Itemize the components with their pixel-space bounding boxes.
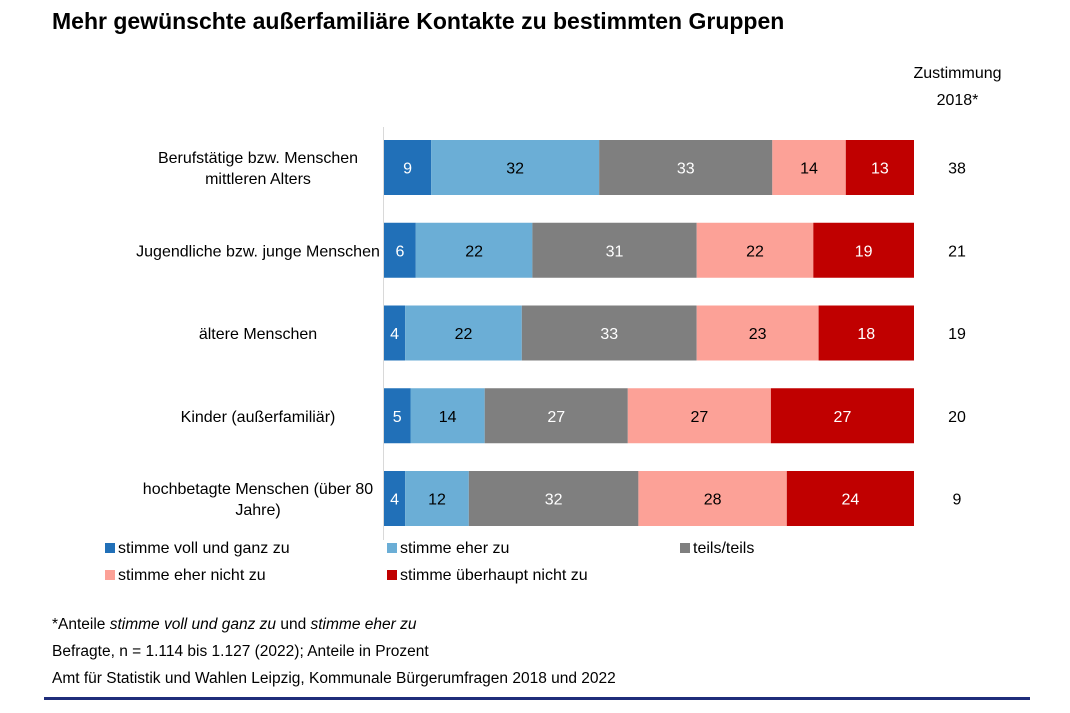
bar-segment (696, 305, 819, 361)
side-column-value: 19 (948, 326, 966, 343)
footnote-text: und (276, 616, 311, 633)
bar-segment (415, 222, 533, 278)
footnote-text: *Anteile (52, 616, 110, 633)
data-label: 22 (465, 243, 483, 260)
legend-swatch (680, 543, 690, 553)
side-column-header: Zustimmung 2018* (900, 60, 1015, 114)
data-label: 4 (390, 326, 399, 343)
bar-segment (638, 471, 787, 526)
bar-segment (696, 222, 814, 278)
data-label: 24 (842, 492, 860, 509)
data-label: 32 (506, 161, 524, 178)
side-column-value: 38 (948, 161, 966, 178)
legend-label: stimme voll und ganz zu (118, 540, 290, 557)
bar-segment (405, 305, 522, 361)
data-label: 31 (606, 243, 624, 260)
data-label: 13 (871, 161, 889, 178)
data-label: 9 (403, 161, 412, 178)
category-label: Kinder (außerfamiliär) (181, 409, 336, 426)
bar-segment (627, 388, 771, 444)
chart-title: Mehr gewünschte außerfamiliäre Kontakte … (52, 8, 785, 34)
bar-segment (818, 305, 914, 361)
bar-segment (599, 140, 773, 195)
legend-item-voll: stimme voll und ganz zu (105, 540, 290, 558)
data-label: 32 (545, 492, 563, 509)
bar-segment (384, 388, 411, 444)
legend-swatch (105, 543, 115, 553)
category-label: Berufstätige bzw. Menschen (158, 150, 358, 167)
data-label: 28 (704, 492, 722, 509)
bar-segment (384, 222, 416, 278)
legend-label: stimme überhaupt nicht zu (400, 567, 588, 584)
footnote-sample: Befragte, n = 1.114 bis 1.127 (2022); An… (52, 643, 429, 660)
data-label: 19 (855, 243, 873, 260)
category-label: hochbetagte Menschen (über 80 (143, 481, 373, 498)
legend-label: teils/teils (693, 540, 755, 557)
side-column-header-line2: 2018* (936, 92, 979, 109)
data-label: 6 (395, 243, 404, 260)
side-column-value: 21 (948, 243, 966, 260)
footnote-asterisk: *Anteile stimme voll und ganz zu und sti… (52, 616, 416, 634)
bar-segment (813, 222, 914, 278)
data-label: 14 (800, 161, 818, 178)
bar-segment (410, 388, 485, 444)
bar-segment (484, 388, 628, 444)
footnote-source: Amt für Statistik und Wahlen Leipzig, Ko… (52, 670, 616, 687)
data-label: 27 (834, 409, 852, 426)
bar-segment (384, 140, 432, 195)
legend-item-eher-nicht: stimme eher nicht zu (105, 567, 266, 585)
category-label: Jahre) (235, 502, 280, 519)
data-label: 27 (547, 409, 565, 426)
data-label: 23 (749, 326, 767, 343)
bar-segment (770, 388, 914, 444)
bar-segment (521, 305, 697, 361)
legend-swatch (387, 570, 397, 580)
side-column-value: 9 (953, 492, 962, 509)
side-column-value: 20 (948, 409, 966, 426)
data-label: 27 (690, 409, 708, 426)
bar-segment (468, 471, 639, 526)
bar-segment (786, 471, 914, 526)
category-label: Jugendliche bzw. junge Menschen (136, 243, 380, 260)
data-label: 4 (390, 492, 399, 509)
data-label: 14 (439, 409, 457, 426)
data-label: 33 (600, 326, 618, 343)
footnote-italic: stimme voll und ganz zu (109, 616, 277, 633)
legend-item-teils: teils/teils (680, 540, 754, 558)
bar-segment (845, 140, 914, 195)
bar-segment (405, 471, 469, 526)
legend-label: stimme eher zu (400, 540, 510, 557)
data-label: 22 (455, 326, 473, 343)
legend-item-ueberhaupt-nicht: stimme überhaupt nicht zu (387, 567, 588, 585)
legend-swatch (387, 543, 397, 553)
data-label: 22 (746, 243, 764, 260)
data-label: 12 (428, 492, 446, 509)
bar-segment (384, 305, 406, 361)
category-label: ältere Menschen (199, 326, 317, 343)
data-label: 5 (393, 409, 402, 426)
bar-segment (431, 140, 600, 195)
legend-swatch (105, 570, 115, 580)
bottom-rule (44, 697, 1030, 700)
footnote-italic: stimme eher zu (310, 616, 417, 633)
side-column-header-line1: Zustimmung (913, 65, 1002, 82)
data-label: 33 (677, 161, 695, 178)
category-label: mittleren Alters (205, 171, 311, 188)
data-label: 18 (857, 326, 875, 343)
legend-label: stimme eher nicht zu (118, 567, 266, 584)
bar-segment (384, 471, 406, 526)
bar-segment (772, 140, 846, 195)
bar-segment (532, 222, 697, 278)
legend-item-eher-zu: stimme eher zu (387, 540, 509, 558)
